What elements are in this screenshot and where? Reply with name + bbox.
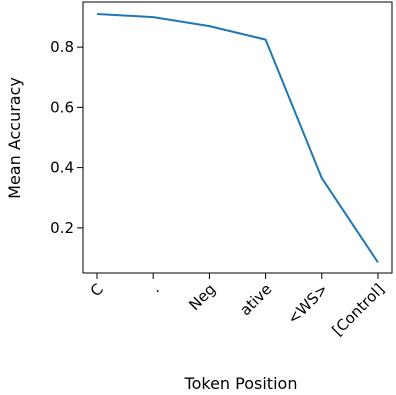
x-tick-label: . [147,280,163,296]
x-tick-label: C [87,280,107,300]
ticks-layer [77,46,379,279]
x-tick-label: <WS> [284,280,332,328]
x-tick-label: [Control] [328,280,387,339]
plot-frame [82,1,393,274]
series-line-mean-accuracy [96,13,379,264]
x-tick-label: Neg [185,280,219,314]
y-tick-label: 0.8 [50,38,74,56]
y-tick-label: 0.6 [50,98,74,116]
y-tick-label: 0.4 [50,159,74,177]
y-axis-title: Mean Accuracy [5,77,24,199]
y-tick-label: 0.2 [50,219,74,237]
x-tick-label: ative [236,280,275,319]
tick-labels-layer: 0.2 0.4 0.6 0.8 C. Neg ative <WS>[Control] [50,38,388,339]
x-axis-title: Token Position [184,374,298,393]
